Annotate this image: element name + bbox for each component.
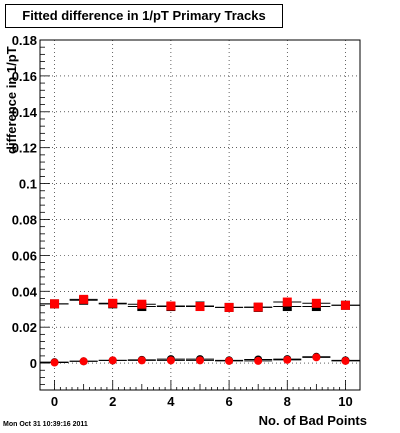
y-tick-label: 0 [30,356,37,371]
x-tick-label: 6 [225,394,232,409]
y-tick-label: 0.1 [19,177,37,192]
y-tick-label: 0.16 [12,69,37,84]
data-point-circle [254,356,263,365]
data-point-circle [225,356,234,365]
y-tick-label: 0.18 [12,33,37,48]
data-point-square [311,298,321,308]
y-tick-label: 0.02 [12,320,37,335]
datestamp: Mon Oct 31 10:39:16 2011 [3,421,88,428]
data-point-square [340,300,350,310]
data-point-circle [341,356,350,365]
x-tick-label: 10 [338,394,352,409]
chart-title: Fitted difference in 1/pT Primary Tracks [5,4,283,28]
data-point-square [50,299,60,309]
plot-frame-rect [39,39,361,391]
y-tick-label: 0.06 [12,248,37,263]
data-point-square [224,302,234,312]
data-point-square [282,297,292,307]
axes: 0 2 4 6 8 10 0 0.02 0.04 0.06 0.08 0.1 0.12 0.14 0.16 0… [12,33,353,409]
x-tick-label: 8 [284,394,291,409]
data-point-circle [108,356,117,365]
data-markers [40,294,360,367]
data-point-circle [166,356,175,365]
data-point-square [137,299,147,309]
y-tick-label: 0.04 [12,284,38,299]
x-tick-label: 4 [167,394,175,409]
data-point-circle [79,357,88,366]
plot-frame [39,39,361,391]
y-tick-label: 0.12 [12,141,37,156]
data-point-circle [50,358,59,367]
y-tick-label: 0.14 [12,105,38,120]
data-point-square [166,301,176,311]
y-tick-label: 0.08 [12,212,37,227]
data-point-square [253,302,263,312]
data-point-circle [283,355,292,364]
x-axis-label: No. of Bad Points [258,413,367,428]
grid-lines [40,39,360,390]
data-point-square [79,294,89,304]
x-tick-label: 0 [51,394,58,409]
data-point-circle [312,353,321,362]
data-point-square [195,302,205,312]
data-point-circle [137,356,146,365]
data-point-square [108,298,118,308]
y-axis-label: difference in 1/pT [4,46,19,154]
x-tick-label: 2 [109,394,116,409]
data-point-circle [196,356,204,365]
